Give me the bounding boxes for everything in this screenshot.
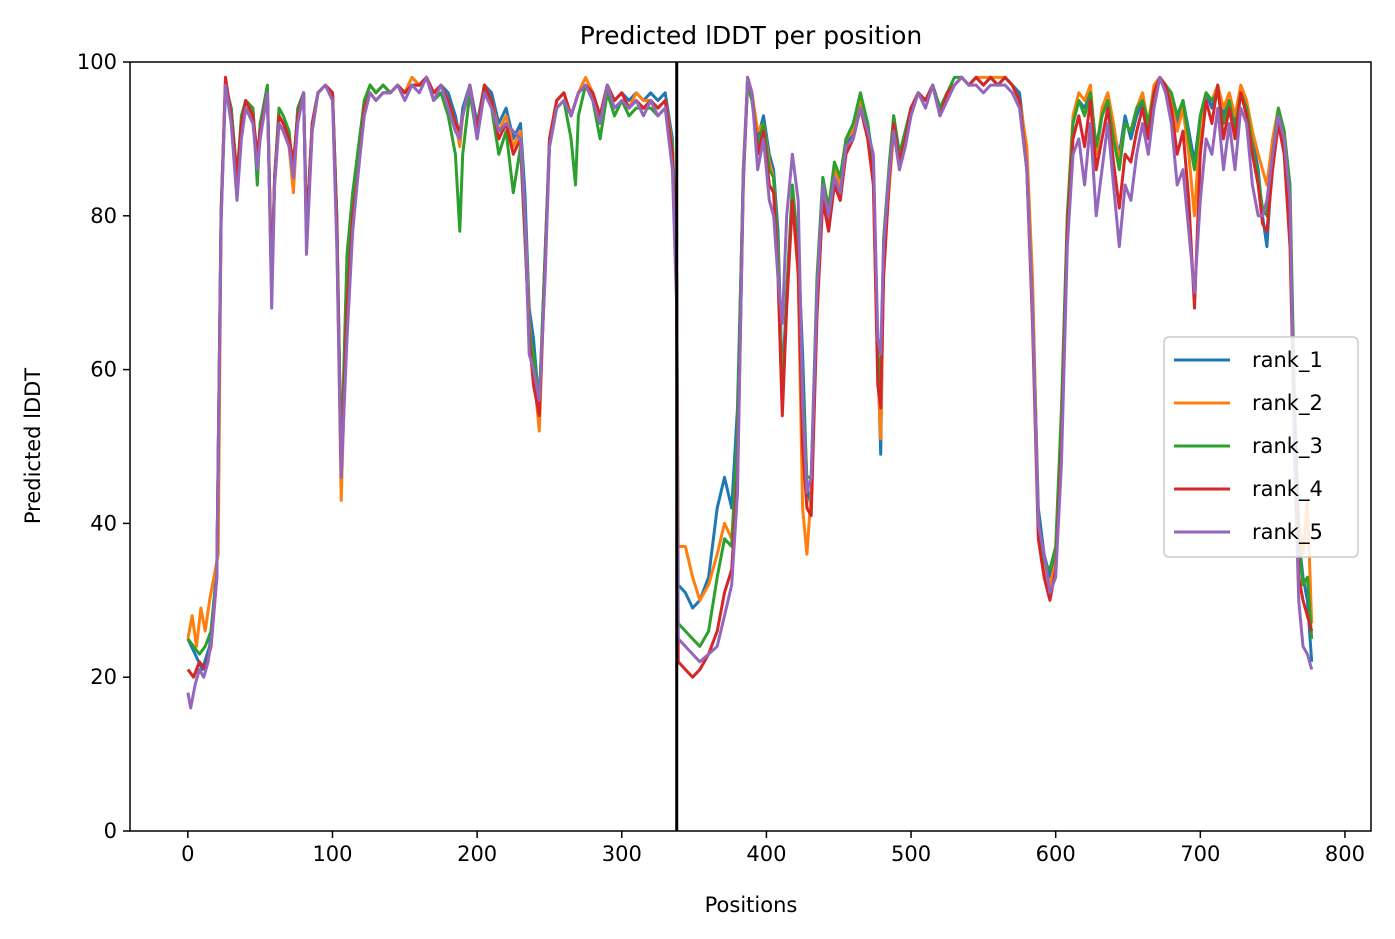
- x-tick-label: 700: [1180, 842, 1220, 866]
- series-layer: [186, 75, 1314, 710]
- y-tick-label: 100: [77, 50, 117, 74]
- y-tick-label: 20: [90, 665, 117, 689]
- x-axis-ticks: 0 100 200 300 400 500 600 700 800: [181, 831, 1365, 866]
- y-tick-label: 0: [104, 819, 117, 843]
- legend-label-rank-2: rank_2: [1252, 391, 1323, 416]
- x-tick-label: 500: [891, 842, 931, 866]
- x-tick-label: 100: [312, 842, 352, 866]
- x-axis-label: Positions: [705, 893, 798, 917]
- y-axis-label: Predicted lDDT: [21, 368, 45, 524]
- y-tick-label: 40: [90, 511, 117, 535]
- y-tick-label: 80: [90, 204, 117, 228]
- x-tick-label: 0: [181, 842, 194, 866]
- x-tick-label: 400: [746, 842, 786, 866]
- legend-label-rank-3: rank_3: [1252, 434, 1323, 459]
- series-line-rank-5: [186, 75, 1314, 710]
- x-tick-label: 600: [1036, 842, 1076, 866]
- y-tick-label: 60: [90, 358, 117, 382]
- legend-label-rank-5: rank_5: [1252, 520, 1323, 545]
- plot-frame: [129, 61, 1372, 832]
- series-line-rank-3: [186, 75, 1314, 656]
- chart-title: Predicted lDDT per position: [580, 21, 922, 50]
- x-tick-label: 200: [457, 842, 497, 866]
- y-axis-ticks: 0 20 40 60 80 100: [77, 50, 130, 843]
- x-tick-label: 300: [602, 842, 642, 866]
- legend-label-rank-4: rank_4: [1252, 477, 1323, 502]
- legend-label-rank-1: rank_1: [1252, 348, 1323, 373]
- legend-box: [1163, 336, 1359, 558]
- legend: rank_1 rank_2 rank_3 rank_4 rank_5: [1163, 336, 1359, 558]
- x-tick-label: 800: [1325, 842, 1365, 866]
